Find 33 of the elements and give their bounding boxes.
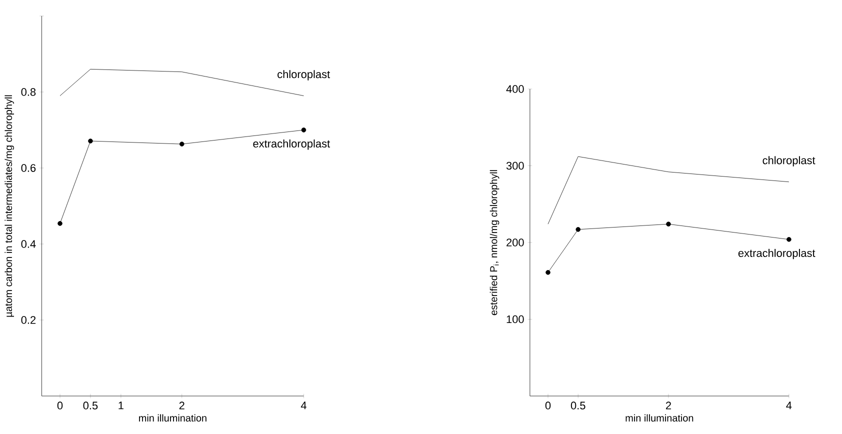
- x-tick-label: 4: [786, 402, 792, 410]
- series-label: extrachloroplast: [253, 140, 330, 150]
- point: [576, 227, 581, 232]
- point: [666, 222, 671, 226]
- y-tick-label: 400: [506, 85, 524, 93]
- y-tick-label: 0.2: [21, 316, 36, 324]
- x-tick-label: 2: [179, 402, 184, 410]
- series-label: chloroplast: [278, 70, 330, 80]
- y-tick-label: 0.4: [21, 240, 36, 248]
- point: [546, 270, 550, 275]
- x-tick-label: 0.5: [83, 402, 98, 410]
- point: [179, 142, 184, 146]
- x-tick-label: 1: [118, 402, 124, 410]
- point: [301, 128, 306, 132]
- x-axis-title: min illumination: [139, 414, 206, 422]
- series-label: chloroplast: [762, 156, 816, 166]
- y-tick-label: 100: [506, 315, 524, 324]
- x-tick-label: 0: [57, 402, 63, 410]
- x-tick-label: 0.5: [570, 402, 586, 410]
- point: [58, 221, 62, 226]
- y-tick-label: 200: [506, 238, 524, 246]
- point: [786, 237, 792, 242]
- x-tick-label: 2: [666, 402, 671, 410]
- point: [88, 138, 93, 144]
- series-label: extrachloroplast: [738, 248, 816, 260]
- y-axis-title: µatom carbon in total intermediates/mg chlorophyll: [4, 95, 14, 317]
- y-axis-title: esterified P$_{i}$, nmol/mg chlorophyll: [490, 170, 500, 316]
- y-tick-label: 0.6: [21, 164, 36, 172]
- y-tick-label: 300: [506, 162, 524, 170]
- y-tick-label: 0.8: [21, 88, 36, 96]
- x-tick-label: 4: [300, 402, 306, 410]
- x-axis-title: min illumination: [626, 414, 694, 422]
- x-tick-label: 0: [545, 402, 551, 410]
